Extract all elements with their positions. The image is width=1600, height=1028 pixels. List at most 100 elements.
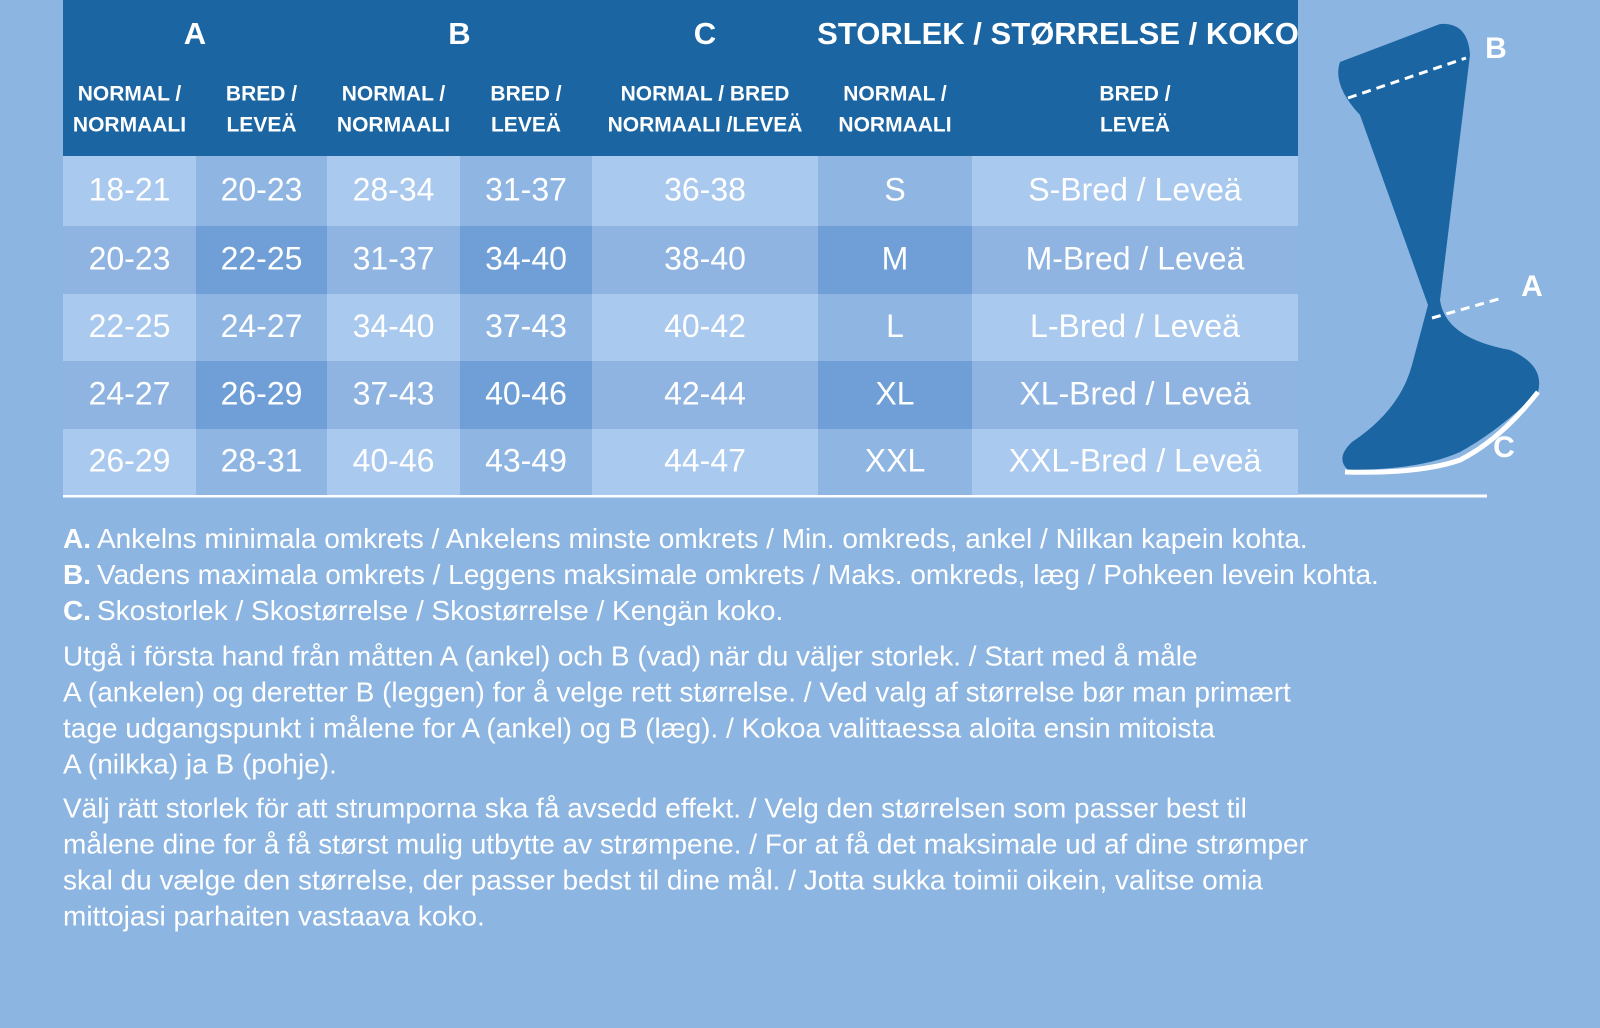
- table-cell: [63, 294, 196, 361]
- table-cell: [63, 226, 196, 294]
- cell-text: 42-44: [664, 375, 746, 411]
- measure-line: [1431, 296, 1503, 320]
- table-cell: [327, 226, 460, 294]
- table-cell: [972, 226, 1298, 294]
- table-cell: [972, 361, 1298, 429]
- cell-text: 34-40: [353, 308, 435, 344]
- cell-text: 28-31: [221, 442, 303, 478]
- table-header-bg: [63, 0, 1298, 156]
- table-cell: [327, 429, 460, 495]
- paragraph-line: målene dine for å få størst mulig utbytt…: [63, 828, 1308, 859]
- paragraph-line: A (nilkka) ja B (pohje).: [63, 748, 337, 779]
- cell-text: 37-43: [485, 308, 567, 344]
- paragraph-line: tage udgangspunkt i målene for A (ankel)…: [63, 712, 1215, 743]
- note-text: Vadens maximala omkrets / Leggens maksim…: [97, 559, 1379, 590]
- cell-text: 40-46: [485, 375, 567, 411]
- measure-label: B: [1485, 32, 1507, 65]
- cell-text: 36-38: [664, 171, 746, 207]
- table-cell: [592, 226, 818, 294]
- sub-header: NORMAL / BRED: [621, 83, 790, 106]
- table-cell: [818, 156, 972, 226]
- group-header: B: [448, 16, 470, 51]
- cell-text: L: [886, 308, 904, 344]
- cell-text: 40-42: [664, 308, 746, 344]
- note-key: B.: [63, 559, 91, 590]
- cell-text: 26-29: [221, 375, 303, 411]
- paragraph-line: A (ankelen) og deretter B (leggen) for å…: [63, 676, 1291, 707]
- table-cell: [972, 294, 1298, 361]
- cell-text: M-Bred / Leveä: [1026, 240, 1245, 276]
- table-cell: [327, 294, 460, 361]
- cell-text: S: [884, 171, 905, 207]
- cell-text: XXL-Bred / Leveä: [1009, 442, 1262, 478]
- sub-header: BRED /: [226, 83, 297, 106]
- group-header: C: [694, 16, 716, 51]
- sub-header: NORMAALI: [337, 114, 450, 137]
- sole-outline: [1344, 390, 1540, 475]
- note-text: Ankelns minimala omkrets / Ankelens mins…: [97, 523, 1308, 554]
- measure-label: C: [1493, 431, 1515, 464]
- table-cell: [196, 156, 327, 226]
- sub-header: NORMAL /: [843, 83, 947, 106]
- sub-header: NORMAALI /LEVEÄ: [608, 114, 803, 137]
- table-cell: [818, 429, 972, 495]
- cell-text: 43-49: [485, 442, 567, 478]
- table-cell: [460, 226, 592, 294]
- note: B. Vadens maximala omkrets / Leggens maks…: [63, 559, 1379, 590]
- sub-header: LEVEÄ: [226, 114, 296, 137]
- sub-header: NORMAALI: [73, 114, 186, 137]
- sub-header: NORMAL /: [78, 83, 182, 106]
- group-header: A: [184, 16, 206, 51]
- cell-text: 31-37: [353, 240, 435, 276]
- table-cell: [592, 294, 818, 361]
- table-cell: [972, 429, 1298, 495]
- cell-text: 31-37: [485, 171, 567, 207]
- table-cell: [460, 156, 592, 226]
- group-header: STORLEK / STØRRELSE / KOKO: [817, 16, 1299, 51]
- cell-text: 37-43: [353, 375, 435, 411]
- table-cell: [972, 156, 1298, 226]
- sub-header: LEVEÄ: [1100, 114, 1170, 137]
- cell-text: 34-40: [485, 240, 567, 276]
- sub-header: LEVEÄ: [491, 114, 561, 137]
- paragraph-line: Välj rätt storlek för att strumporna ska…: [63, 792, 1247, 823]
- table-cell: [460, 361, 592, 429]
- table-cell: [460, 429, 592, 495]
- table-cell: [196, 294, 327, 361]
- sock-illustration: B A C: [1338, 23, 1543, 475]
- cell-text: M: [882, 240, 909, 276]
- sub-header: BRED /: [1099, 83, 1170, 106]
- table-cell: [327, 361, 460, 429]
- table-cell: [196, 429, 327, 495]
- cell-text: XL: [875, 375, 914, 411]
- note: A. Ankelns minimala omkrets / Ankelens mi…: [63, 523, 1308, 554]
- cell-text: 24-27: [221, 308, 303, 344]
- note-text: Skostorlek / Skostørrelse / Skostørrelse…: [97, 595, 783, 626]
- measure-label: A: [1521, 270, 1543, 303]
- cell-text: 20-23: [89, 240, 171, 276]
- table-cell: [818, 294, 972, 361]
- table-cell: [63, 361, 196, 429]
- cell-text: XXL: [865, 442, 925, 478]
- table-cell: [63, 429, 196, 495]
- sub-header: BRED /: [490, 83, 561, 106]
- cell-text: L-Bred / Leveä: [1030, 308, 1240, 344]
- cell-text: 28-34: [353, 171, 435, 207]
- table-cell: [592, 361, 818, 429]
- note: C. Skostorlek / Skostørrelse / Skostørrel…: [63, 595, 783, 626]
- cell-text: 44-47: [664, 442, 746, 478]
- cell-text: 22-25: [221, 240, 303, 276]
- table-cell: [818, 361, 972, 429]
- sub-header: NORMAL /: [342, 83, 446, 106]
- measure-line: [1347, 56, 1467, 100]
- table-cell: [460, 294, 592, 361]
- cell-text: XL-Bred / Leveä: [1019, 375, 1250, 411]
- table-cell: [196, 361, 327, 429]
- paragraph-line: skal du vælge den størrelse, der passer …: [63, 864, 1263, 895]
- cell-text: 24-27: [89, 375, 171, 411]
- table-cell: [196, 226, 327, 294]
- table-cell: [818, 226, 972, 294]
- sock: [1338, 23, 1540, 471]
